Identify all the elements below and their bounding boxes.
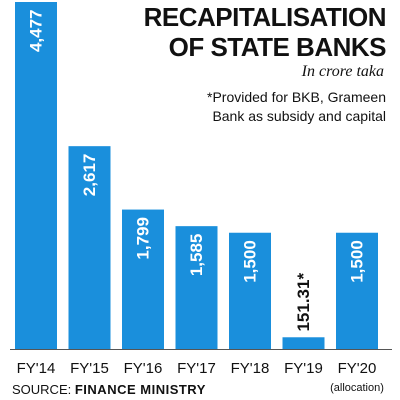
bar-value-label: 1,500 <box>348 240 367 283</box>
x-tick-label: FY'18 <box>231 360 270 377</box>
chart-subtitle: In crore taka <box>301 63 384 80</box>
source-name: FINANCE MINISTRY <box>74 382 206 397</box>
x-tick-label: FY'17 <box>177 360 216 377</box>
bar-value-label: 151.31* <box>294 273 313 332</box>
bar-value-label: 2,617 <box>80 154 99 197</box>
bar-value-label: 1,500 <box>241 240 260 283</box>
x-tick-sublabel: (allocation) <box>330 382 384 394</box>
x-tick-label: FY'15 <box>70 360 109 377</box>
bar-value-label: 1,799 <box>134 217 153 260</box>
chart-title-line-2: OF STATE BANKS <box>168 32 387 62</box>
source-prefix: SOURCE: <box>12 382 72 397</box>
bar-value-label: 1,585 <box>187 234 206 277</box>
x-tick-label: FY'16 <box>124 360 163 377</box>
x-tick-label: FY'20 <box>338 360 377 377</box>
bar-value-label: 4,477 <box>27 9 46 52</box>
chart-note-line-1: *Provided for BKB, Grameen <box>207 89 386 105</box>
x-tick-label: FY'14 <box>17 360 56 377</box>
bar <box>68 146 111 349</box>
x-tick-label: FY'19 <box>284 360 323 377</box>
bar <box>229 232 271 349</box>
bar <box>282 337 325 349</box>
source-line: SOURCE: FINANCE MINISTRY <box>12 382 206 397</box>
bar <box>175 226 218 349</box>
bar <box>122 209 164 349</box>
bar <box>15 2 57 349</box>
bar <box>336 232 378 349</box>
chart-title-line-1: RECAPITALISATION <box>143 2 387 32</box>
chart-note-line-2: Bank as subsidy and capital <box>212 108 386 124</box>
